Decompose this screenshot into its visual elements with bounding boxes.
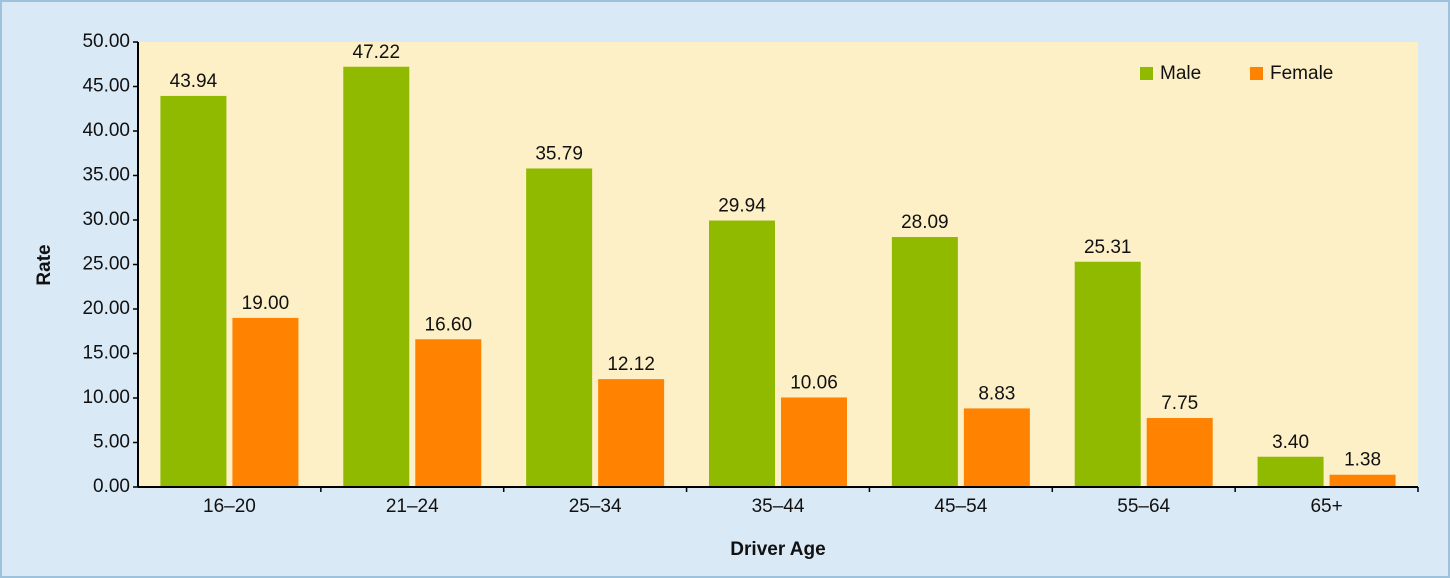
bar	[1329, 474, 1396, 487]
y-tick-label: 0.00	[93, 476, 130, 497]
y-tick-label: 40.00	[82, 120, 130, 141]
bar	[891, 236, 958, 487]
data-label: 25.31	[1084, 237, 1132, 258]
bar	[343, 66, 410, 487]
data-label: 43.94	[170, 71, 218, 92]
x-tick-label: 25–34	[569, 496, 622, 517]
data-label: 3.40	[1272, 432, 1309, 453]
x-tick-label: 55–64	[1117, 496, 1170, 517]
bar	[232, 317, 299, 487]
y-tick-label: 20.00	[82, 298, 130, 319]
bar	[526, 168, 593, 487]
bar	[963, 408, 1030, 487]
legend-label: Male	[1160, 63, 1201, 84]
data-label: 1.38	[1344, 450, 1381, 471]
data-label: 35.79	[535, 143, 583, 164]
legend-swatch	[1250, 67, 1263, 80]
data-label: 28.09	[901, 212, 949, 233]
bar	[1257, 456, 1324, 487]
x-tick-label: 65+	[1310, 496, 1342, 517]
x-axis-title: Driver Age	[730, 539, 825, 560]
data-label: 7.75	[1161, 393, 1198, 414]
bar	[415, 339, 482, 487]
bar	[781, 397, 847, 487]
bar	[709, 220, 775, 487]
bar	[1074, 261, 1141, 487]
legend-label: Female	[1270, 63, 1333, 84]
x-tick-label: 35–44	[752, 496, 805, 517]
data-label: 8.83	[978, 383, 1015, 404]
data-label: 47.22	[353, 42, 401, 63]
y-tick-label: 30.00	[82, 209, 130, 230]
x-tick-label: 45–54	[934, 496, 987, 517]
y-tick-label: 5.00	[93, 432, 130, 453]
y-tick-label: 25.00	[82, 254, 130, 275]
bar	[1146, 418, 1213, 487]
y-tick-label: 10.00	[82, 387, 130, 408]
y-tick-label: 50.00	[82, 31, 130, 52]
bar	[598, 379, 665, 487]
y-tick-label: 35.00	[82, 165, 130, 186]
data-label: 29.94	[718, 196, 766, 217]
plot-area	[138, 42, 1418, 487]
x-tick-label: 16–20	[203, 496, 256, 517]
y-tick-label: 15.00	[82, 343, 130, 364]
y-tick-label: 45.00	[82, 76, 130, 97]
data-label: 12.12	[607, 354, 655, 375]
bar	[160, 95, 227, 488]
y-axis-title: Rate	[34, 244, 55, 285]
x-tick-label: 21–24	[386, 496, 439, 517]
data-label: 16.60	[425, 314, 473, 335]
legend-swatch	[1140, 67, 1153, 80]
data-label: 19.00	[242, 293, 290, 314]
data-label: 10.06	[790, 372, 838, 393]
